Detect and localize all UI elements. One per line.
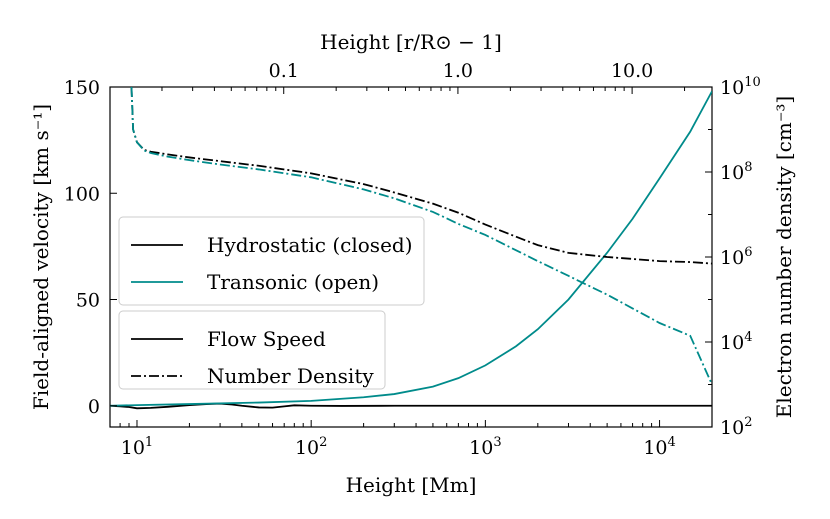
legend-label: Number Density — [207, 364, 374, 388]
top-tick-label: 10.0 — [611, 60, 653, 82]
x-tick-label: 104 — [643, 435, 675, 459]
top-axis-label: Height [r/R⊙ − 1] — [320, 30, 502, 54]
legend-label: Transonic (open) — [207, 270, 379, 294]
top-tick-label: 1.0 — [443, 60, 473, 82]
left-tick-label: 0 — [88, 396, 100, 418]
x-axis-label: Height [Mm] — [346, 473, 477, 497]
series-line-3 — [130, 87, 712, 265]
x-tick-label: 101 — [121, 435, 153, 459]
right-axis-label: Electron number density [cm⁻³] — [772, 96, 796, 418]
tick-labels: 101 102 103 104 0.1 1.0 10.0 0 50 100 150 102 104 106… — [64, 60, 761, 459]
legend-label: Flow Speed — [207, 327, 326, 351]
curves — [110, 87, 712, 410]
x-tick-label: 102 — [295, 435, 327, 459]
series-line-2 — [110, 90, 712, 407]
x-tick-label: 103 — [469, 435, 501, 459]
left-axis-label: Field-aligned velocity [km s⁻¹] — [29, 104, 53, 410]
right-tick-label: 1010 — [720, 75, 761, 99]
left-tick-label: 50 — [76, 290, 100, 312]
right-tick-label: 106 — [720, 245, 752, 269]
ticks — [109, 86, 713, 428]
right-tick-label: 104 — [720, 330, 752, 354]
series-line-1 — [110, 402, 712, 410]
legend-label: Hydrostatic (closed) — [207, 233, 413, 257]
legend-box-1 — [118, 216, 425, 306]
right-tick-label: 102 — [720, 415, 752, 439]
legends: Hydrostatic (closed) Transonic (open) Flow… — [118, 216, 425, 390]
legend-box-2 — [118, 310, 386, 390]
right-tick-label: 108 — [720, 160, 752, 184]
left-tick-label: 150 — [64, 77, 100, 99]
series-line-4 — [130, 87, 712, 385]
top-tick-label: 0.1 — [269, 60, 299, 82]
left-tick-label: 100 — [64, 183, 100, 205]
